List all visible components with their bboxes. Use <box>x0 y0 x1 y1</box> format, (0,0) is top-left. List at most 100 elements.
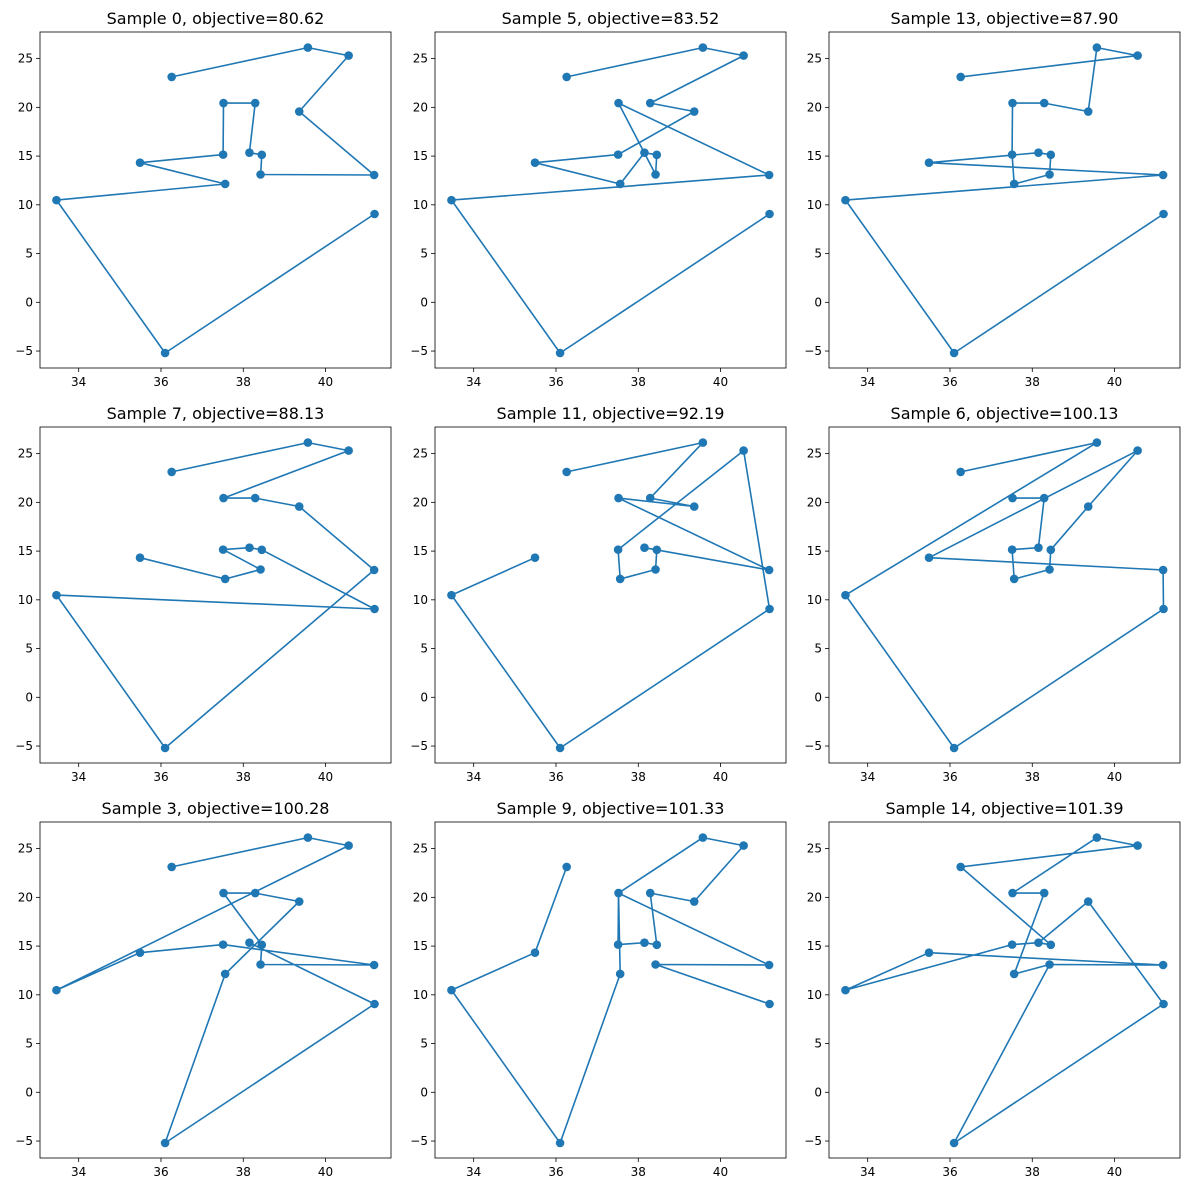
data-point <box>841 195 850 205</box>
chart-title: Sample 6, objective=100.13 <box>891 404 1119 423</box>
subplot-5: Sample 6, objective=100.13 34 36 38 40 −5 0 5 10… <box>804 404 1181 784</box>
data-point <box>370 209 379 219</box>
data-point <box>698 43 708 52</box>
axes-frame <box>434 31 787 369</box>
data-point <box>344 446 353 455</box>
data-point <box>52 590 61 600</box>
data-point <box>1039 888 1049 898</box>
data-point <box>645 888 655 898</box>
axes-frame <box>434 821 787 1159</box>
chart-title: Sample 13, objective=87.90 <box>891 9 1119 28</box>
data-point <box>1039 493 1049 503</box>
x-tick-label: 40 <box>1107 375 1122 389</box>
data-point <box>160 1138 170 1148</box>
chart-title: Sample 3, objective=100.28 <box>102 799 330 818</box>
data-point <box>52 985 61 995</box>
data-point <box>1083 897 1093 906</box>
data-point <box>739 446 748 455</box>
data-point <box>651 960 660 969</box>
y-tick-label: 10 <box>807 988 822 1002</box>
data-point <box>1159 209 1168 219</box>
data-point <box>219 888 228 898</box>
y-tick-label: −5 <box>804 739 822 753</box>
data-point <box>1007 545 1017 554</box>
data-point <box>1009 574 1019 584</box>
y-tick-label: 10 <box>807 198 822 212</box>
y-tick-label: 5 <box>420 1037 428 1051</box>
data-point <box>689 107 699 116</box>
series-line <box>844 46 1164 354</box>
data-point <box>764 960 774 970</box>
y-tick-label: 20 <box>18 495 33 509</box>
x-tick-label: 34 <box>466 375 481 389</box>
y-tick-label: 10 <box>413 198 428 212</box>
data-point <box>1158 170 1168 180</box>
data-point <box>160 743 170 753</box>
data-point <box>369 565 379 575</box>
x-tick-label: 40 <box>1107 1165 1122 1179</box>
series-line <box>450 836 770 1144</box>
y-tick-label: 10 <box>413 988 428 1002</box>
series-line <box>55 441 376 749</box>
x-tick-label: 36 <box>942 375 957 389</box>
data-point <box>562 72 571 82</box>
data-point <box>52 195 61 205</box>
data-point <box>370 604 379 614</box>
y-tick-label: 25 <box>807 52 822 66</box>
data-point <box>1092 833 1102 842</box>
x-tick-label: 38 <box>1025 375 1040 389</box>
x-tick-label: 36 <box>548 770 563 784</box>
data-point <box>1133 51 1142 60</box>
y-tick-label: 25 <box>413 842 428 856</box>
data-point <box>652 940 662 950</box>
data-point <box>294 502 304 511</box>
subplot-8: Sample 14, objective=101.39 34 36 38 40 −5 0 5 1… <box>804 799 1181 1179</box>
data-point <box>370 999 379 1009</box>
subplot-3: Sample 7, objective=88.13 34 36 38 40 −5 0 5 10 1… <box>15 404 392 784</box>
data-point <box>1159 999 1168 1009</box>
data-point <box>949 1138 959 1148</box>
y-tick-label: −5 <box>15 344 33 358</box>
x-tick-label: 36 <box>153 375 168 389</box>
data-point <box>645 98 655 108</box>
y-tick-label: 5 <box>420 642 428 656</box>
x-tick-label: 38 <box>631 770 646 784</box>
y-tick-label: 10 <box>413 593 428 607</box>
x-tick-label: 40 <box>318 1165 333 1179</box>
series-line <box>844 441 1165 749</box>
x-tick-label: 38 <box>236 375 251 389</box>
subplot-7: Sample 9, objective=101.33 34 36 38 40 −5 0 5 10… <box>410 799 787 1179</box>
data-point <box>698 438 708 447</box>
y-tick-label: 20 <box>413 100 428 114</box>
y-tick-label: 0 <box>25 1085 33 1099</box>
y-tick-label: 20 <box>18 100 33 114</box>
y-tick-label: 15 <box>18 544 33 558</box>
data-point <box>1034 543 1043 552</box>
axes-frame <box>39 821 392 1159</box>
x-tick-label: 36 <box>942 1165 957 1179</box>
data-point <box>447 985 456 995</box>
data-point <box>652 150 662 160</box>
y-tick-label: 0 <box>420 690 428 704</box>
data-point <box>256 960 265 969</box>
y-tick-label: 10 <box>807 593 822 607</box>
data-point <box>1034 938 1043 947</box>
series-line <box>450 441 771 749</box>
data-point <box>1045 565 1054 574</box>
series-line <box>450 46 770 354</box>
subplot-0: Sample 0, objective=80.62 34 36 38 40 −5 0 5 10 1… <box>15 9 392 389</box>
data-point <box>303 438 313 447</box>
chart-title: Sample 5, objective=83.52 <box>502 9 720 28</box>
y-tick-label: 25 <box>18 52 33 66</box>
data-point <box>257 545 267 555</box>
data-point <box>765 604 774 614</box>
data-point <box>1008 493 1017 503</box>
data-point <box>1007 940 1017 949</box>
chart-title: Sample 14, objective=101.39 <box>885 799 1123 818</box>
y-tick-label: 25 <box>413 52 428 66</box>
data-point <box>220 574 230 584</box>
x-tick-label: 34 <box>860 770 875 784</box>
data-point <box>652 545 662 555</box>
y-tick-label: 5 <box>25 247 33 261</box>
axes-frame <box>828 426 1181 764</box>
